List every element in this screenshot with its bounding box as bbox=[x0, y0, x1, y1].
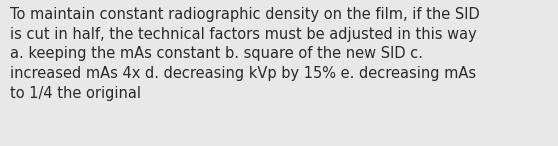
Text: To maintain constant radiographic density on the film, if the SID
is cut in half: To maintain constant radiographic densit… bbox=[10, 7, 480, 101]
